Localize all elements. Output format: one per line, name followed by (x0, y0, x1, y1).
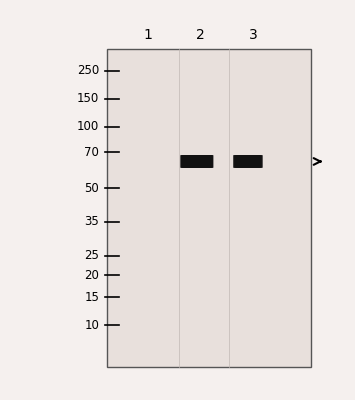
FancyBboxPatch shape (182, 156, 211, 168)
FancyBboxPatch shape (242, 157, 253, 166)
Text: 100: 100 (77, 120, 99, 133)
FancyBboxPatch shape (181, 155, 213, 168)
FancyBboxPatch shape (245, 158, 251, 165)
FancyBboxPatch shape (182, 156, 212, 168)
FancyBboxPatch shape (246, 158, 250, 165)
FancyBboxPatch shape (189, 157, 205, 166)
Text: 70: 70 (84, 146, 99, 159)
FancyBboxPatch shape (181, 155, 212, 168)
FancyBboxPatch shape (241, 157, 255, 166)
FancyBboxPatch shape (192, 157, 202, 166)
Text: 3: 3 (249, 28, 258, 42)
FancyBboxPatch shape (192, 157, 202, 166)
FancyBboxPatch shape (242, 157, 254, 166)
FancyBboxPatch shape (187, 156, 206, 166)
FancyBboxPatch shape (239, 156, 256, 166)
Text: 35: 35 (84, 215, 99, 228)
FancyBboxPatch shape (180, 155, 213, 168)
FancyBboxPatch shape (185, 156, 209, 167)
FancyBboxPatch shape (240, 156, 256, 166)
FancyBboxPatch shape (241, 157, 255, 166)
Text: 15: 15 (84, 291, 99, 304)
FancyBboxPatch shape (245, 158, 251, 166)
FancyBboxPatch shape (233, 155, 263, 168)
Text: 10: 10 (84, 319, 99, 332)
FancyBboxPatch shape (244, 157, 252, 166)
FancyBboxPatch shape (191, 157, 203, 166)
Text: 150: 150 (77, 92, 99, 105)
FancyBboxPatch shape (187, 156, 207, 167)
Text: 50: 50 (84, 182, 99, 194)
Text: 250: 250 (77, 64, 99, 78)
FancyBboxPatch shape (243, 157, 253, 166)
FancyBboxPatch shape (193, 158, 201, 166)
FancyBboxPatch shape (193, 157, 201, 166)
Text: 25: 25 (84, 249, 99, 262)
FancyBboxPatch shape (244, 157, 252, 166)
FancyBboxPatch shape (189, 157, 205, 166)
FancyBboxPatch shape (243, 157, 253, 166)
FancyBboxPatch shape (186, 156, 207, 167)
FancyBboxPatch shape (194, 158, 200, 165)
FancyBboxPatch shape (237, 156, 259, 167)
FancyBboxPatch shape (184, 156, 210, 167)
FancyBboxPatch shape (240, 157, 256, 166)
FancyBboxPatch shape (186, 156, 208, 167)
FancyBboxPatch shape (185, 156, 209, 167)
FancyBboxPatch shape (239, 156, 257, 167)
Bar (239, 156, 257, 168)
FancyBboxPatch shape (183, 156, 211, 167)
FancyBboxPatch shape (235, 156, 261, 168)
FancyBboxPatch shape (194, 158, 200, 165)
Bar (107, 49, 311, 367)
FancyBboxPatch shape (238, 156, 258, 167)
FancyBboxPatch shape (234, 155, 262, 168)
FancyBboxPatch shape (234, 155, 262, 168)
Bar (186, 156, 207, 168)
FancyBboxPatch shape (190, 157, 204, 166)
FancyBboxPatch shape (236, 156, 260, 167)
FancyBboxPatch shape (191, 157, 203, 166)
Text: 2: 2 (196, 28, 205, 42)
FancyBboxPatch shape (235, 156, 261, 168)
Text: 20: 20 (84, 269, 99, 282)
FancyBboxPatch shape (236, 156, 260, 167)
FancyBboxPatch shape (190, 157, 204, 166)
FancyBboxPatch shape (188, 156, 206, 166)
Text: 1: 1 (143, 28, 152, 42)
FancyBboxPatch shape (236, 156, 260, 167)
FancyBboxPatch shape (184, 156, 210, 167)
FancyBboxPatch shape (239, 156, 257, 167)
FancyBboxPatch shape (237, 156, 258, 167)
FancyBboxPatch shape (195, 158, 199, 165)
